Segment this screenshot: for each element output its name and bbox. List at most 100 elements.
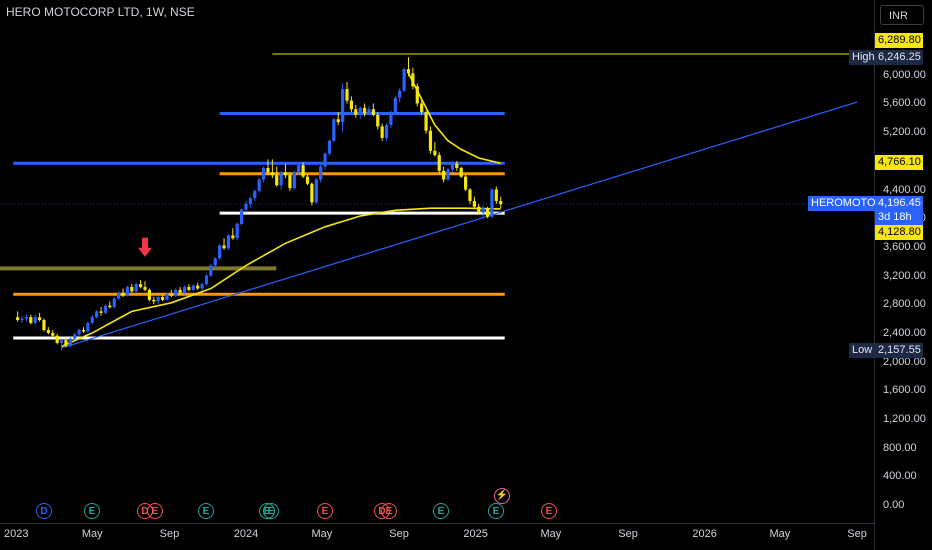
candle-body xyxy=(305,176,310,184)
candle-body xyxy=(99,311,103,313)
candle-body xyxy=(376,114,380,127)
candle-body xyxy=(327,140,332,154)
candle-body xyxy=(160,297,165,300)
candle-body xyxy=(55,335,59,343)
candle-body xyxy=(213,258,217,266)
candle-body xyxy=(371,109,375,115)
event-marker[interactable]: E xyxy=(198,503,214,519)
time-tick: May xyxy=(81,528,103,540)
event-marker[interactable]: E xyxy=(263,503,279,519)
time-tick: Sep xyxy=(847,528,867,540)
candle-body xyxy=(481,208,485,213)
candle-body xyxy=(345,89,349,101)
candle-body xyxy=(24,317,29,319)
event-marker[interactable]: E xyxy=(433,503,449,519)
candle-body xyxy=(297,165,301,173)
down-arrow-annotation xyxy=(137,237,152,257)
time-tick: Sep xyxy=(159,528,180,540)
candle-body xyxy=(187,287,191,290)
candle-body xyxy=(42,320,46,331)
candle-body xyxy=(112,298,116,308)
candle-body xyxy=(437,155,441,171)
lightning-icon[interactable]: ⚡ xyxy=(494,488,510,504)
time-tick: May xyxy=(769,528,791,540)
candle-body xyxy=(275,175,279,186)
candle-body xyxy=(46,330,50,333)
candle-body xyxy=(226,235,231,249)
candle-body xyxy=(81,330,86,332)
event-marker[interactable]: E xyxy=(488,503,504,519)
candle-body xyxy=(490,189,494,217)
candle-body xyxy=(292,172,296,189)
candle-body xyxy=(169,294,173,296)
candle-body xyxy=(134,284,138,292)
candle-body xyxy=(455,163,459,169)
candle-body xyxy=(231,235,235,239)
candle-body xyxy=(354,109,358,115)
last-price-label: 4,196.45 xyxy=(875,196,923,211)
candle-body xyxy=(389,112,393,125)
candle-body xyxy=(279,172,283,186)
event-marker[interactable]: E xyxy=(381,503,397,519)
time-tick: 2024 xyxy=(233,528,259,540)
candle-body xyxy=(270,172,274,176)
trendline-group xyxy=(61,101,858,349)
candle-body xyxy=(253,190,257,199)
candles-group xyxy=(16,57,503,351)
candle-body xyxy=(103,305,108,313)
candle-body xyxy=(222,245,226,249)
candle-body xyxy=(266,168,270,173)
event-marker[interactable]: D xyxy=(36,503,52,519)
candle-body xyxy=(64,340,68,346)
event-marker[interactable]: E xyxy=(147,503,163,519)
candle-body xyxy=(428,130,433,151)
candle-body xyxy=(301,165,305,177)
event-marker[interactable]: E xyxy=(84,503,100,519)
low-value-label: 2,157.55 xyxy=(875,343,923,358)
candle-body xyxy=(138,284,143,288)
high-value-label: 6,246.25 xyxy=(875,50,923,65)
candle-body xyxy=(380,126,384,138)
candle-body xyxy=(411,73,415,87)
countdown-label: 3d 18h xyxy=(875,210,923,225)
price-tick: 2,400.00 xyxy=(883,326,926,339)
candle-body xyxy=(73,334,77,339)
candle-body xyxy=(384,124,389,138)
candle-body xyxy=(147,289,151,300)
candle-body xyxy=(152,299,156,302)
candle-body xyxy=(341,89,345,123)
candle-body xyxy=(156,297,160,302)
price-scale-divider xyxy=(874,0,875,550)
candle-body xyxy=(283,172,288,176)
candle-body xyxy=(51,332,55,336)
candle-body xyxy=(108,305,112,308)
level-label-low: 4,128.80 xyxy=(875,225,923,240)
candle-body xyxy=(468,189,472,201)
moving-average-line xyxy=(61,207,501,348)
chart-title: HERO MOTOCORP LTD, 1W, NSE xyxy=(6,5,195,19)
candle-body xyxy=(117,292,121,299)
event-marker[interactable]: E xyxy=(541,503,557,519)
candle-body xyxy=(77,330,81,335)
candle-body xyxy=(393,97,397,113)
candle-body xyxy=(29,317,33,323)
price-tick: 5,600.00 xyxy=(883,97,926,110)
candle-body xyxy=(196,285,200,289)
candle-body xyxy=(95,311,99,318)
candle-body xyxy=(494,189,498,201)
candle-body xyxy=(450,163,455,170)
candle-body xyxy=(59,340,64,343)
price-tick: 5,200.00 xyxy=(883,126,926,139)
price-tick: 3,600.00 xyxy=(883,240,926,253)
candle-body xyxy=(174,289,178,296)
candle-body xyxy=(420,103,424,113)
time-tick: May xyxy=(311,528,333,540)
currency-button[interactable]: INR xyxy=(880,5,924,25)
candle-body xyxy=(121,292,125,296)
price-tick: 1,600.00 xyxy=(883,384,926,397)
candle-body xyxy=(240,209,244,224)
event-marker[interactable]: E xyxy=(317,503,333,519)
high-tag: High xyxy=(849,50,875,65)
annotation-group xyxy=(137,237,152,257)
